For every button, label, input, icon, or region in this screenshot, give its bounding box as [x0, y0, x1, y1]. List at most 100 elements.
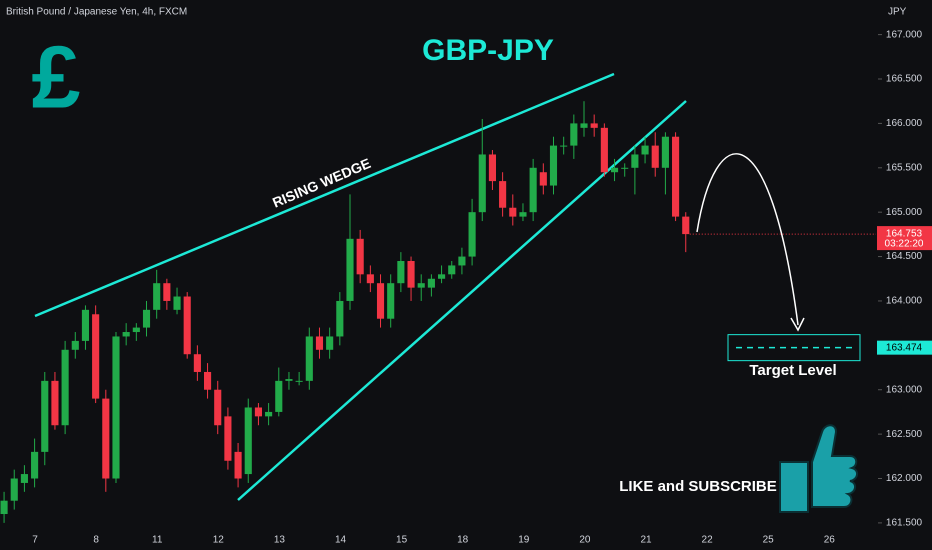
- candle-body: [356, 238, 364, 275]
- candle-body: [224, 416, 232, 461]
- x-tick-label: 21: [640, 535, 652, 546]
- x-tick-label: 26: [824, 535, 836, 546]
- x-tick-label: 11: [152, 535, 163, 546]
- logo: £: [32, 27, 81, 126]
- candle-body: [621, 167, 629, 169]
- y-tick-label: 166.500: [886, 74, 923, 85]
- candle-body: [519, 212, 527, 217]
- wedge-lower-line: [237, 100, 687, 501]
- candle-body: [376, 283, 385, 319]
- x-tick-label: 15: [396, 535, 408, 546]
- target-price-box: [877, 340, 932, 355]
- x-tick-label: 8: [93, 535, 99, 546]
- y-tick-label: 163.000: [886, 384, 923, 395]
- candle-body: [641, 145, 649, 155]
- candle-body: [672, 136, 680, 217]
- candle-body: [203, 371, 212, 390]
- candle-body: [10, 478, 18, 501]
- candle-body: [265, 411, 273, 417]
- x-tick-label: 7: [32, 535, 38, 546]
- candle-body: [20, 474, 28, 483]
- projection-arrow: [696, 153, 799, 326]
- candle-body: [529, 167, 537, 213]
- candle-body: [234, 451, 242, 479]
- currency-label: JPY: [888, 7, 907, 18]
- candle-body: [539, 172, 547, 186]
- candle-body: [92, 314, 100, 399]
- candle-body: [387, 283, 395, 319]
- candle-body: [326, 336, 334, 350]
- thumbs-up-icon: [779, 424, 858, 513]
- y-tick-label: 166.000: [886, 118, 923, 129]
- candle-body: [458, 256, 466, 266]
- candle-body: [285, 379, 293, 381]
- candle-body: [661, 136, 669, 168]
- candle-body: [275, 380, 283, 412]
- candle-body: [397, 261, 405, 284]
- candle-body: [102, 398, 110, 479]
- y-tick-label: 161.500: [886, 518, 923, 529]
- symbol-title: British Pound / Japanese Yen, 4h, FXCM: [6, 7, 187, 18]
- candle-body: [651, 145, 659, 168]
- x-tick-label: 22: [702, 535, 714, 546]
- candle-body: [254, 407, 262, 417]
- countdown-label: 03:22:20: [885, 239, 924, 250]
- candle-body: [560, 145, 568, 147]
- x-tick-label: 19: [518, 535, 530, 546]
- candle-body: [407, 261, 415, 288]
- candle-body: [142, 309, 151, 328]
- candle-body: [61, 349, 69, 426]
- candle-body: [631, 154, 639, 168]
- target-price-label: 163.474: [886, 342, 923, 353]
- candle-body: [214, 389, 222, 426]
- candle-body: [600, 127, 608, 173]
- candle-body: [570, 123, 578, 146]
- candle-body: [81, 309, 90, 341]
- x-tick-label: 14: [335, 535, 347, 546]
- x-tick-label: 18: [457, 535, 469, 546]
- candle-body: [305, 336, 313, 381]
- candle-body: [163, 283, 171, 301]
- arrow-head: [790, 317, 805, 332]
- last-price-label: 164.753: [886, 229, 923, 240]
- x-tick-label: 20: [579, 535, 591, 546]
- candle-body: [112, 336, 120, 479]
- candle-body: [31, 451, 39, 479]
- candle-body: [488, 154, 497, 182]
- candle-body: [295, 380, 303, 382]
- last-price-box: [877, 226, 932, 251]
- y-tick-label: 164.000: [886, 296, 923, 307]
- candle-body: [580, 123, 588, 128]
- candle-body: [71, 340, 79, 350]
- candle-body: [336, 300, 344, 337]
- x-tick-label: 12: [213, 535, 225, 546]
- candle-body: [51, 380, 59, 426]
- candle-body: [315, 336, 324, 350]
- candle-body: [0, 500, 8, 515]
- target-box: [727, 334, 861, 362]
- candle-body: [468, 212, 476, 257]
- candle-body: [41, 380, 49, 452]
- y-tick-label: 165.500: [886, 162, 923, 173]
- candle-body: [682, 216, 690, 235]
- candle-body: [590, 123, 598, 128]
- candle-body: [153, 283, 161, 310]
- call-to-action: LIKE and SUBSCRIBE: [619, 478, 777, 495]
- candle-body: [346, 238, 354, 301]
- candle-body: [132, 327, 140, 333]
- candle-body: [610, 167, 619, 173]
- x-tick-label: 25: [763, 535, 775, 546]
- y-tick-label: 162.500: [886, 429, 923, 440]
- target-label: Target Level: [749, 362, 836, 379]
- candle-body: [448, 265, 456, 275]
- candle-body: [438, 274, 446, 279]
- candle-body: [549, 145, 558, 186]
- candle-body: [173, 296, 181, 310]
- wedge-upper-line: [34, 72, 615, 318]
- candle-body: [478, 154, 486, 213]
- y-tick-label: 167.000: [886, 29, 923, 40]
- chart-title: GBP-JPY: [422, 34, 554, 67]
- candle-body: [366, 274, 374, 284]
